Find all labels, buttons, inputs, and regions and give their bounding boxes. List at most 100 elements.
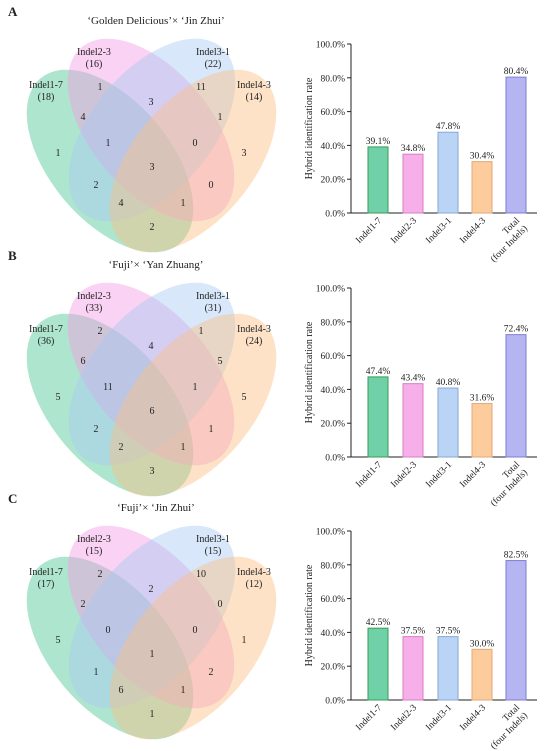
panel-letter: C xyxy=(8,491,17,506)
venn-region-r24: 1 xyxy=(209,424,214,435)
bar-value-label: 82.5% xyxy=(504,551,529,561)
x-tick-label: Indel2-3 xyxy=(389,460,419,490)
venn-region-r123: 11 xyxy=(103,382,113,393)
venn-title: ‘Golden Delicious’× ‘Jin Zhui’ xyxy=(87,15,224,27)
bar-chart: 0.0% 20.0% 40.0% 60.0% 80.0% 100.0% Hybrid ide… xyxy=(304,528,537,751)
panel-b: B‘Fuji’× ‘Yan Zhuang’Indel1-7(36)Indel2-… xyxy=(8,248,537,509)
set-count: (33) xyxy=(86,303,103,314)
venn-title: ‘Fuji’× ‘Jin Zhui’ xyxy=(117,502,195,514)
venn-region-r14: 2 xyxy=(150,222,155,233)
set-label: Indel2-3 xyxy=(77,534,111,545)
venn-ellipse-3 xyxy=(68,38,236,222)
x-tick-label: Total(four Indels) xyxy=(481,216,530,265)
bar-value-label: 42.5% xyxy=(366,618,391,628)
x-tick-label: Indel3-1 xyxy=(424,703,454,733)
set-label: Indel3-1 xyxy=(196,291,230,302)
y-tick-label: 60.0% xyxy=(320,352,345,362)
set-count: (15) xyxy=(86,546,103,557)
x-tick-label: Indel4-3 xyxy=(458,703,488,733)
venn-region-r1234: 6 xyxy=(150,406,155,417)
set-label: Indel3-1 xyxy=(196,47,230,58)
set-count: (16) xyxy=(86,59,103,70)
venn-region-r12: 2 xyxy=(81,599,86,610)
bar xyxy=(437,387,459,458)
venn-region-r234: 1 xyxy=(193,382,198,393)
venn-title: ‘Fuji’× ‘Yan Zhuang’ xyxy=(109,259,204,271)
bar xyxy=(367,376,389,458)
venn-ellipse-3 xyxy=(68,525,236,709)
y-tick-label: 80.0% xyxy=(320,561,345,571)
bar-value-label: 30.4% xyxy=(470,152,495,162)
venn-region-r1234: 1 xyxy=(150,649,155,660)
set-label: Indel1-7 xyxy=(29,80,63,91)
venn-region-r24: 0 xyxy=(209,180,214,191)
venn-region-only2: 2 xyxy=(98,569,103,580)
set-label: Indel4-3 xyxy=(237,324,271,335)
x-tick-label: Indel2-3 xyxy=(389,216,419,246)
bar-value-label: 72.4% xyxy=(504,325,529,335)
panel-a: A ‘Golden Delicious’× ‘Jin Zhui’ Indel1-7 (… xyxy=(8,4,537,265)
venn-ellipse-2 xyxy=(67,525,235,709)
y-tick-label: 40.0% xyxy=(320,386,345,396)
y-tick-label: 40.0% xyxy=(320,629,345,639)
bar xyxy=(437,131,459,214)
venn-region-r13: 1 xyxy=(94,667,99,678)
set-label: Indel3-1 xyxy=(196,534,230,545)
set-count: (15) xyxy=(205,546,222,557)
venn-diagram: ‘Fuji’× ‘Yan Zhuang’ Indel1-7(36) Indel2-3… xyxy=(26,259,277,497)
bar xyxy=(471,161,493,214)
set-label: Indel2-3 xyxy=(77,291,111,302)
panel-letter: B xyxy=(8,248,17,263)
venn-region-r12: 6 xyxy=(81,356,86,367)
venn-ellipse-4 xyxy=(109,313,277,497)
bar xyxy=(471,648,493,701)
set-label: Indel4-3 xyxy=(237,567,271,578)
bar-value-label: 39.1% xyxy=(366,137,391,147)
venn-region-r12: 4 xyxy=(81,112,86,123)
bar xyxy=(505,560,527,701)
bar xyxy=(402,636,424,701)
venn-ellipse-2 xyxy=(67,282,235,466)
x-tick-label: Indel4-3 xyxy=(458,216,488,246)
y-tick-label: 60.0% xyxy=(320,595,345,605)
venn-region-r123: 0 xyxy=(106,625,111,636)
venn-ellipse-1 xyxy=(26,69,194,253)
x-tick-label: Indel1-7 xyxy=(354,216,384,246)
y-tick-label: 0.0% xyxy=(325,210,345,220)
set-count: (14) xyxy=(246,92,263,103)
bar xyxy=(505,334,527,458)
venn-region-r23: 2 xyxy=(149,584,154,595)
venn-region-r124: 1 xyxy=(181,685,186,696)
y-tick-label: 0.0% xyxy=(325,454,345,464)
set-label: Indel1-7 xyxy=(29,324,63,335)
bar-value-label: 40.8% xyxy=(436,378,461,388)
venn-region-only2: 2 xyxy=(98,326,103,337)
bar-value-label: 80.4% xyxy=(504,67,529,77)
y-tick-label: 80.0% xyxy=(320,74,345,84)
venn-region-only1: 5 xyxy=(56,635,61,646)
venn-region-r234: 0 xyxy=(193,625,198,636)
set-count: (12) xyxy=(246,579,263,590)
x-tick-label: Indel2-3 xyxy=(389,703,419,733)
venn-diagram: ‘Fuji’× ‘Jin Zhui’Indel1-7(17)Indel2-3(1… xyxy=(26,502,277,740)
venn-region-only3: 11 xyxy=(196,82,206,93)
venn-region-only1: 5 xyxy=(56,392,61,403)
x-tick-label: Indel3-1 xyxy=(424,460,454,490)
panel-letter: A xyxy=(8,4,18,19)
bar xyxy=(402,153,424,214)
bar-value-label: 47.4% xyxy=(366,367,391,377)
bar xyxy=(471,403,493,458)
y-tick-label: 0.0% xyxy=(325,697,345,707)
bar xyxy=(402,383,424,458)
y-tick-label: 60.0% xyxy=(320,108,345,118)
venn-region-r123: 1 xyxy=(106,138,111,149)
venn-region-r34: 5 xyxy=(218,356,223,367)
venn-region-r13: 2 xyxy=(94,424,99,435)
venn-region-r34: 0 xyxy=(218,599,223,610)
venn-ellipse-3 xyxy=(68,282,236,466)
venn-region-r13: 2 xyxy=(94,180,99,191)
venn-region-r14: 3 xyxy=(150,466,155,477)
bar-value-label: 37.5% xyxy=(436,627,461,637)
venn-ellipse-1 xyxy=(26,556,194,740)
y-tick-label: 20.0% xyxy=(320,176,345,186)
